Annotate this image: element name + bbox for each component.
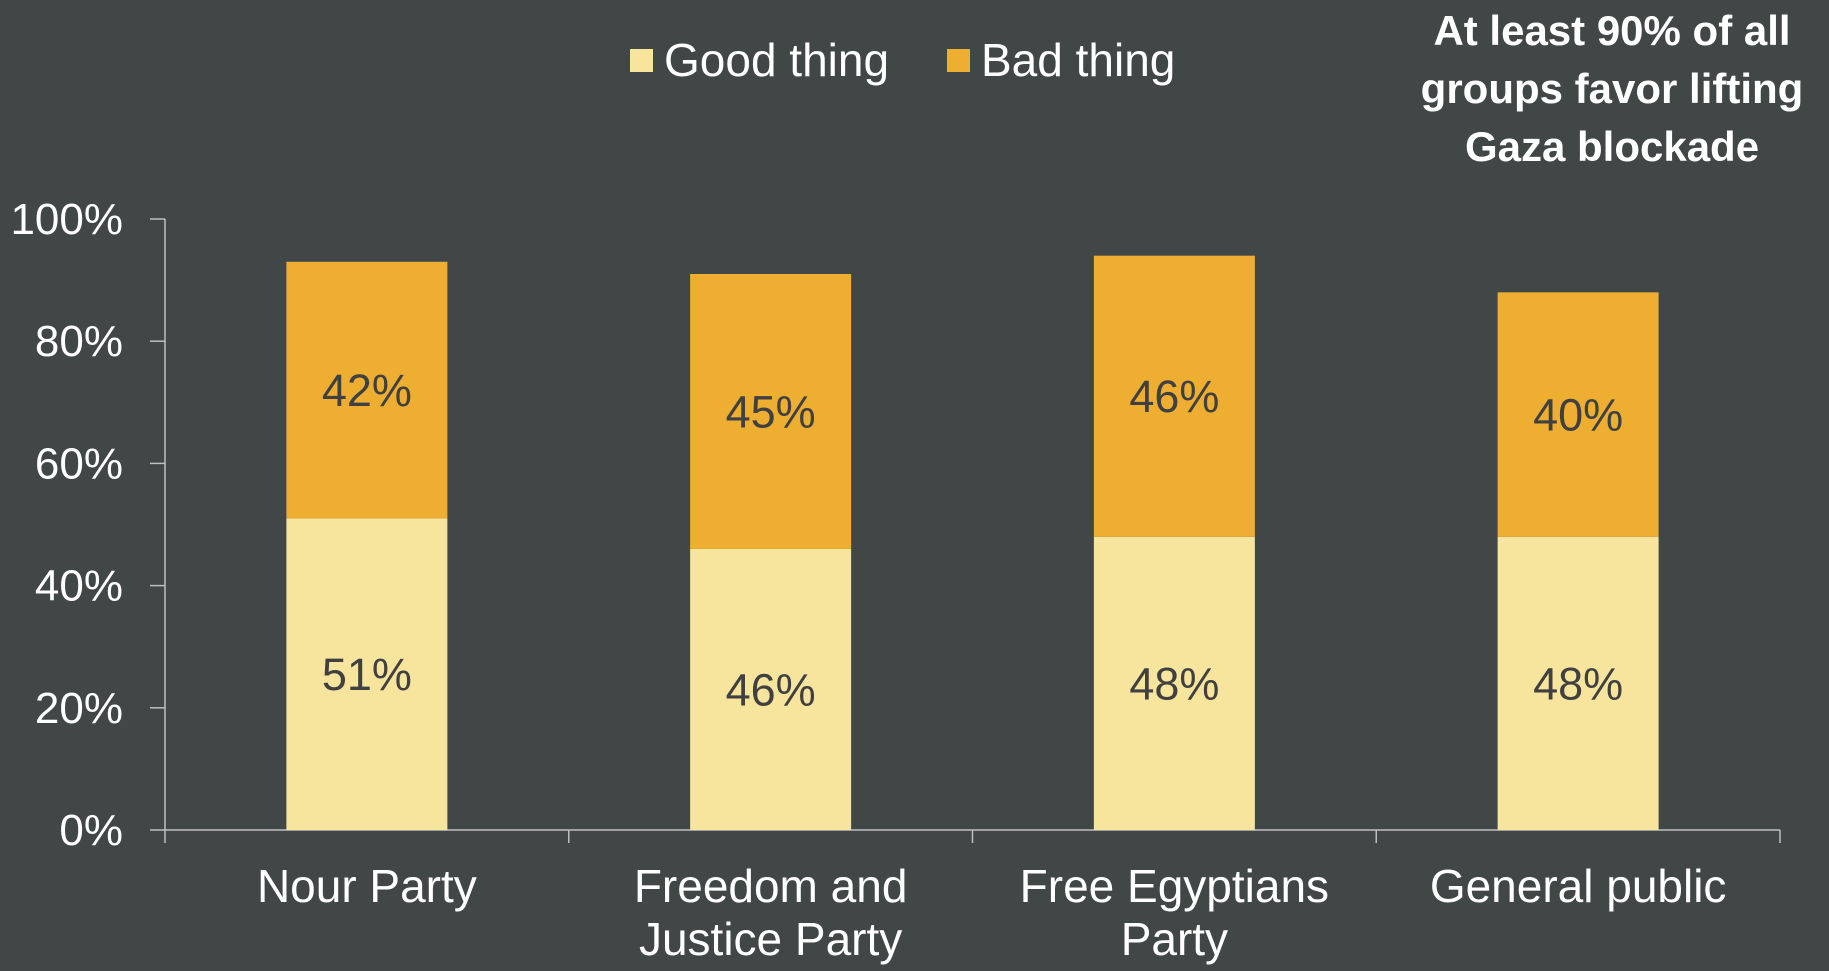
axes: 0% 20% 40% 60% 80% 100% Nour Party Freedom and J…	[10, 195, 1781, 965]
legend-label-good-thing: Good thing	[664, 34, 889, 86]
data-label: 48%	[1129, 658, 1219, 709]
y-tick-label: 20%	[35, 684, 123, 733]
bar-bad-thing-3	[1093, 255, 1255, 537]
y-tick-label: 80%	[35, 317, 123, 366]
y-tick-label: 0%	[59, 806, 123, 855]
bar-good-thing-3	[1093, 536, 1255, 830]
data-label: 40%	[1533, 390, 1623, 441]
legend-swatch-good-thing	[630, 49, 653, 72]
legend-label-bad-thing: Bad thing	[981, 34, 1175, 86]
bar-bad-thing-4	[1497, 292, 1659, 537]
y-tick-label: 60%	[35, 439, 123, 488]
legend: Good thing Bad thing	[630, 34, 1175, 86]
x-category-label: Nour Party	[257, 860, 477, 912]
bar-good-thing-4	[1497, 536, 1659, 830]
data-label: 46%	[726, 664, 816, 715]
data-label: 48%	[1533, 658, 1623, 709]
legend-swatch-bad-thing	[947, 49, 970, 72]
data-label: 51%	[322, 649, 412, 700]
y-tick-label: 40%	[35, 562, 123, 611]
data-label: 42%	[322, 365, 412, 416]
bars: 51% 42% 46% 45% 48% 46% 48% 40%	[286, 255, 1659, 830]
bar-good-thing-1	[286, 518, 448, 830]
y-tick-label: 100%	[10, 195, 123, 244]
data-label: 46%	[1129, 371, 1219, 422]
bar-good-thing-2	[690, 548, 852, 830]
x-category-label: General public	[1430, 860, 1727, 912]
annotation-text: At least 90% of all groups favor lifting G…	[1421, 7, 1804, 170]
bar-bad-thing-1	[286, 261, 448, 519]
x-category-label: Free Egyptians Party	[1020, 860, 1329, 965]
data-label: 45%	[726, 386, 816, 437]
bar-bad-thing-2	[690, 273, 852, 549]
x-category-label: Freedom and Justice Party	[634, 860, 908, 965]
annotation: At least 90% of all groups favor lifting G…	[1421, 7, 1804, 170]
